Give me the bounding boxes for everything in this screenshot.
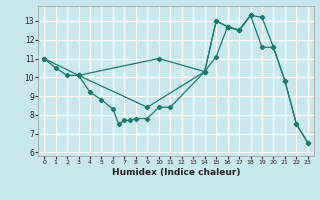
- X-axis label: Humidex (Indice chaleur): Humidex (Indice chaleur): [112, 168, 240, 177]
